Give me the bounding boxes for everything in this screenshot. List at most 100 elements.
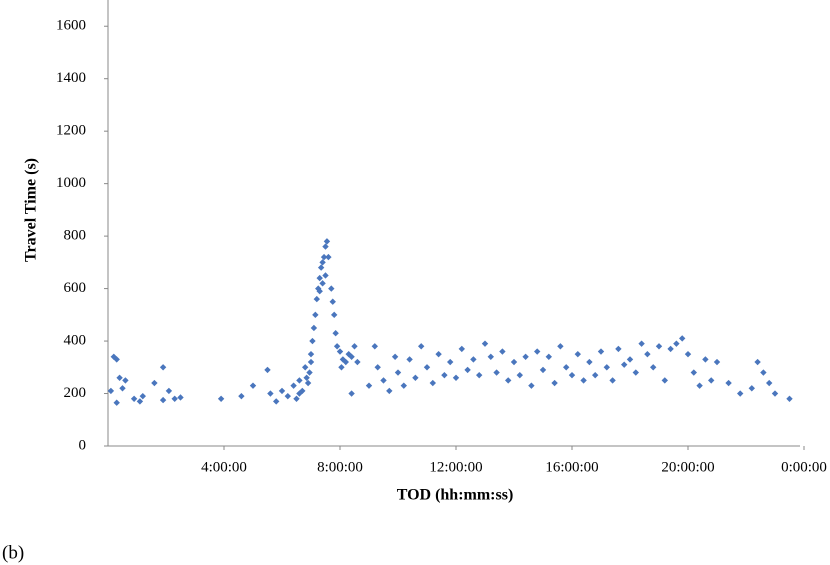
point <box>309 337 316 345</box>
point <box>621 361 628 368</box>
point <box>534 348 541 355</box>
point <box>310 324 318 332</box>
point <box>661 377 668 384</box>
point <box>725 379 732 387</box>
point <box>429 379 436 387</box>
point <box>365 382 373 389</box>
point <box>702 356 709 363</box>
point <box>159 364 167 371</box>
point <box>171 395 178 402</box>
y-axis-title: Travel Time (s) <box>23 158 40 262</box>
point <box>113 356 120 363</box>
point <box>325 253 332 261</box>
point <box>307 358 315 366</box>
point <box>331 311 338 319</box>
point <box>119 385 126 392</box>
point <box>332 329 339 337</box>
point <box>278 387 286 395</box>
point <box>644 350 651 358</box>
y-tick-label: 600 <box>64 280 87 296</box>
point <box>302 364 309 371</box>
point <box>615 345 622 353</box>
point <box>333 343 341 350</box>
point <box>354 358 361 366</box>
point <box>290 382 297 389</box>
point <box>487 353 494 360</box>
y-tick-label: 0 <box>79 437 87 453</box>
point <box>748 385 755 392</box>
x-tick-label: 20:00:00 <box>661 459 714 475</box>
point <box>293 395 300 402</box>
point <box>574 350 581 358</box>
point <box>351 343 358 350</box>
point <box>760 369 767 376</box>
point <box>371 343 378 350</box>
point <box>786 395 793 402</box>
point <box>632 369 639 376</box>
point <box>264 366 271 374</box>
x-tick-label: 8:00:00 <box>317 459 363 475</box>
point <box>348 390 355 397</box>
point <box>545 353 552 360</box>
point <box>380 377 387 384</box>
y-tick-label: 1200 <box>56 123 86 139</box>
y-tick-label: 400 <box>64 332 87 348</box>
point <box>516 371 523 379</box>
point <box>754 358 761 366</box>
point <box>177 394 184 401</box>
point <box>316 288 323 295</box>
point <box>336 348 344 355</box>
point <box>609 377 616 384</box>
point <box>386 387 393 395</box>
point <box>708 377 715 384</box>
point <box>273 398 280 405</box>
point <box>296 377 303 384</box>
point <box>296 390 303 397</box>
point <box>563 364 570 371</box>
point <box>684 350 692 358</box>
point <box>284 392 291 400</box>
point <box>159 396 167 404</box>
point <box>249 382 257 389</box>
point <box>528 382 535 389</box>
y-tick-label: 1600 <box>56 18 86 34</box>
point <box>319 259 326 266</box>
point <box>306 369 313 376</box>
point <box>499 348 506 355</box>
point <box>313 295 320 303</box>
point <box>400 382 407 389</box>
point <box>136 398 144 405</box>
point <box>328 285 335 292</box>
point <box>348 353 355 360</box>
point <box>580 377 587 384</box>
point <box>374 364 381 371</box>
point <box>406 356 413 363</box>
point <box>597 348 605 355</box>
point <box>441 371 448 379</box>
point <box>603 364 610 371</box>
point <box>307 350 315 358</box>
point <box>323 238 331 245</box>
point <box>435 350 442 358</box>
point <box>470 356 477 363</box>
point <box>476 371 483 379</box>
point <box>394 369 402 376</box>
point <box>766 379 773 387</box>
point <box>107 387 115 395</box>
point <box>458 345 465 353</box>
point <box>510 358 518 366</box>
point <box>412 374 419 381</box>
point <box>113 399 120 406</box>
y-tick-label: 1400 <box>56 70 86 86</box>
point <box>771 390 779 397</box>
point <box>592 371 599 379</box>
point <box>151 379 158 387</box>
point <box>423 364 431 371</box>
point <box>568 371 576 379</box>
point <box>130 395 138 402</box>
point <box>539 366 547 374</box>
point <box>391 353 399 360</box>
point <box>505 377 512 384</box>
point <box>690 369 697 376</box>
